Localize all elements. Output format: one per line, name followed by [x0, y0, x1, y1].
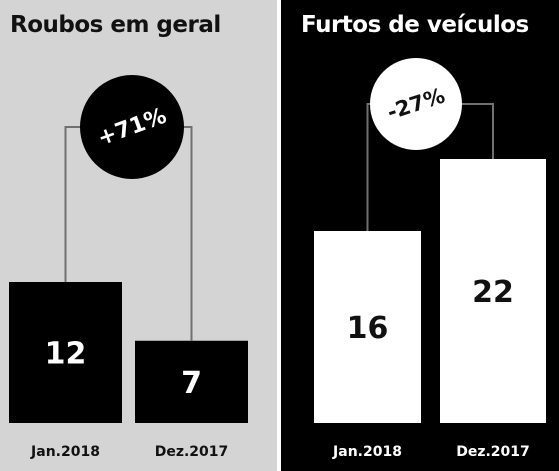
robberies-bar-2	[135, 340, 248, 423]
robberies-change-badge: +71%	[80, 75, 184, 179]
panel-divider	[277, 0, 281, 471]
robberies-bars: 12 Jan.2018 7 Dez.2017	[9, 282, 248, 460]
vehicle-thefts-bar-value-1: 16	[347, 311, 389, 346]
vehicle-thefts-change-circle	[370, 58, 462, 150]
vehicle-thefts-bar-value-2: 22	[472, 275, 514, 310]
robberies-category-label-2: Dez.2017	[155, 444, 229, 460]
vehicle-thefts-chart: 16 Jan.2018 22 Dez.2017 -27%	[314, 58, 546, 460]
vehicle-thefts-change-badge: -27%	[370, 58, 462, 150]
robberies-bar-value-1: 12	[45, 337, 87, 372]
vehicle-thefts-bars: 16 Jan.2018 22 Dez.2017	[314, 159, 546, 460]
vehicle-thefts-title: Furtos de veículos	[301, 12, 529, 38]
robberies-title: Roubos em geral	[10, 12, 221, 38]
robberies-bar-value-2: 7	[181, 366, 202, 401]
robberies-change-circle	[80, 75, 184, 179]
vehicle-thefts-bar-2	[440, 159, 546, 423]
vehicle-thefts-category-label-2: Dez.2017	[456, 444, 530, 460]
vehicle-thefts-category-label-1: Jan.2018	[332, 444, 402, 460]
robberies-category-label-1: Jan.2018	[30, 444, 100, 460]
vehicle-thefts-bar-1	[314, 231, 421, 423]
robberies-chart: 12 Jan.2018 7 Dez.2017 +71%	[9, 75, 248, 460]
robberies-panel: Roubos em geral 12 Jan.2018 7 Dez.2017 +71%	[0, 0, 277, 471]
robberies-bar-1	[9, 282, 122, 423]
vehicle-thefts-panel: Furtos de veículos 16 Jan.2018 22 Dez.2017 -…	[281, 0, 559, 471]
